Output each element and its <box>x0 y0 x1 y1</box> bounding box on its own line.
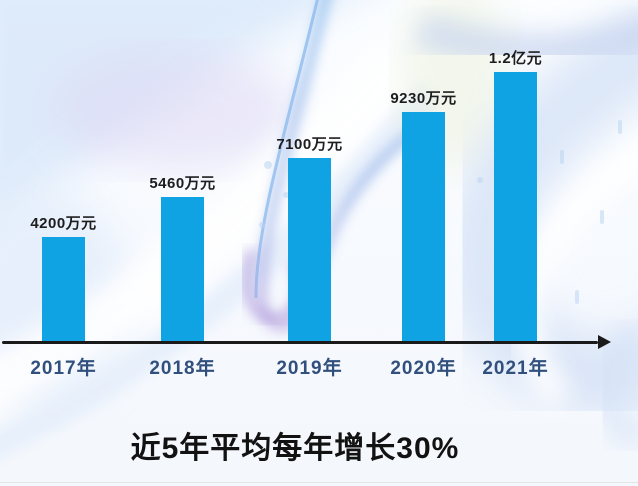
bar-value-label: 1.2亿元 <box>488 50 543 67</box>
x-axis-line <box>2 341 598 344</box>
bar-value-label: 4200万元 <box>30 215 97 232</box>
bar-2019年 <box>288 158 331 342</box>
x-axis-tick-label: 2019年 <box>276 358 343 379</box>
bar-2020年 <box>402 112 445 342</box>
bottom-divider <box>0 482 638 483</box>
x-axis-arrow-icon <box>598 335 611 349</box>
bar-2017年 <box>42 237 85 342</box>
x-axis-tick-label: 2018年 <box>149 358 216 379</box>
x-axis-tick-label: 2020年 <box>390 358 457 379</box>
bar-2018年 <box>161 197 204 342</box>
bar-value-label: 9230万元 <box>390 90 457 107</box>
x-axis-tick-label: 2021年 <box>482 358 549 379</box>
bar-value-label: 7100万元 <box>276 136 343 153</box>
x-axis-tick-label: 2017年 <box>30 358 97 379</box>
chart-caption: 近5年平均每年增长30% <box>130 432 460 465</box>
bar-value-label: 5460万元 <box>149 175 216 192</box>
bar-2021年 <box>494 72 537 342</box>
